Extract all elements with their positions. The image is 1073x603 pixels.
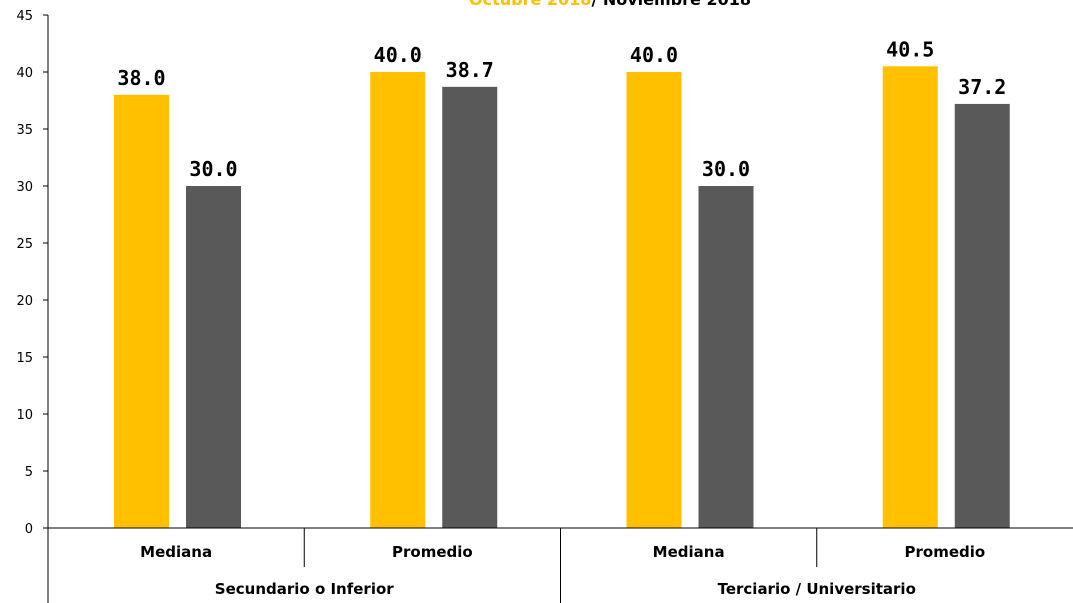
data-label: 30.0 <box>702 157 750 181</box>
chart-title-part1: Octubre 2018 <box>469 0 591 9</box>
x-subcategory-label: Promedio <box>905 543 986 561</box>
data-label: 40.5 <box>886 37 934 61</box>
y-tick-label: 25 <box>16 237 33 252</box>
chart-title-part2: Noviembre 2018 <box>603 0 751 9</box>
data-label: 30.0 <box>189 157 237 181</box>
data-label: 40.0 <box>374 43 422 67</box>
y-tick-label: 35 <box>16 123 33 138</box>
data-label: 38.7 <box>446 58 494 82</box>
y-tick-label: 15 <box>16 351 33 366</box>
bar-series-1-cat-3 <box>626 72 682 528</box>
value-labels: 38.0 30.0 40.0 38.7 40.0 30.0 40.5 37.2 <box>117 37 1006 181</box>
y-tick-label: 0 <box>25 522 33 537</box>
bar-series-1-cat-2 <box>370 72 426 528</box>
x-group-label: Secundario o Inferior <box>215 580 394 598</box>
data-label: 40.0 <box>630 43 678 67</box>
y-tick-label: 20 <box>16 294 33 309</box>
data-label: 38.0 <box>117 66 165 90</box>
bar-series-2-cat-1 <box>186 186 241 528</box>
y-tick-label: 40 <box>16 66 33 81</box>
y-tick-label: 10 <box>16 408 33 423</box>
chart-title: Octubre 2018/ Noviembre 2018 <box>469 0 751 9</box>
x-subcategory-label: Mediana <box>140 543 212 561</box>
bar-series-1-cat-4 <box>882 66 938 529</box>
bar-series-1-cat-1 <box>114 94 169 529</box>
y-tick-label: 45 <box>16 9 33 24</box>
x-axis: Mediana Promedio Secundario o Inferior Medi… <box>47 527 1073 603</box>
x-subcategory-label: Promedio <box>392 543 473 561</box>
data-label: 37.2 <box>958 75 1006 99</box>
bar-series-2-cat-4 <box>954 103 1010 529</box>
y-axis: 0 5 10 15 20 25 30 35 40 45 <box>16 9 49 537</box>
y-tick-label: 30 <box>16 180 33 195</box>
y-tick-label: 5 <box>25 465 33 480</box>
x-group-label: Terciario / Universitario <box>718 580 916 598</box>
bar-series-2-cat-3 <box>698 186 754 528</box>
bar-series-2-cat-2 <box>442 86 498 528</box>
x-subcategory-label: Mediana <box>653 543 725 561</box>
chart-title-separator: / <box>591 0 602 9</box>
bars <box>114 66 1010 529</box>
